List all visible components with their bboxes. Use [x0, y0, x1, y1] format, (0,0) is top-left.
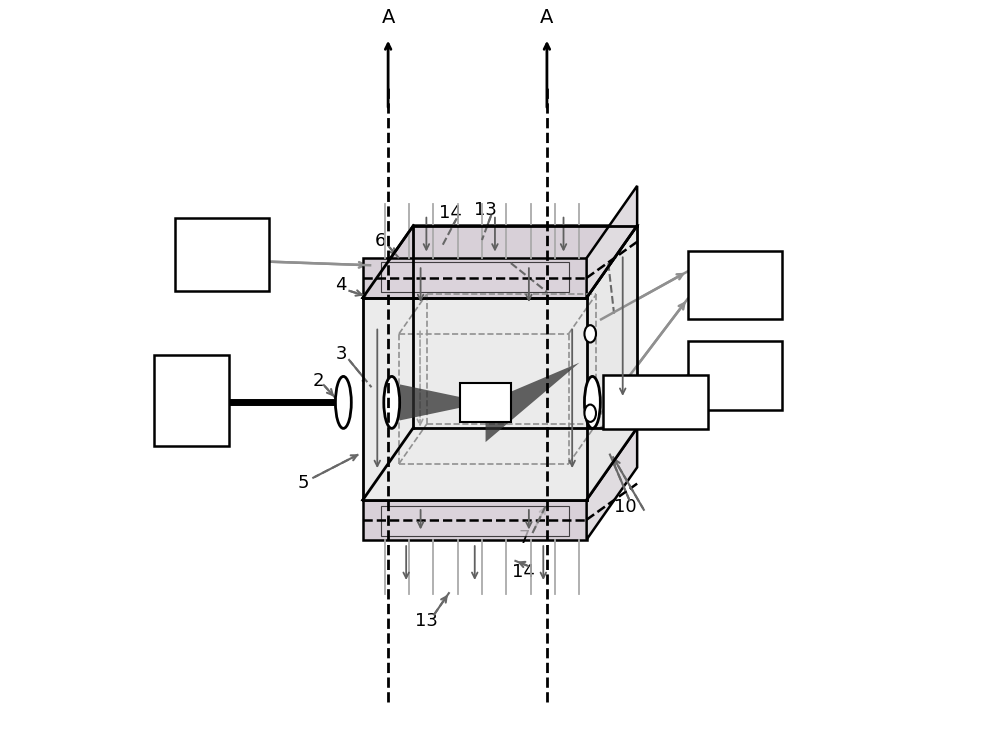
- Text: 5: 5: [298, 473, 309, 492]
- Bar: [154, 356, 229, 445]
- Polygon shape: [363, 500, 587, 539]
- Text: 8: 8: [498, 250, 509, 268]
- Polygon shape: [381, 262, 569, 292]
- Ellipse shape: [384, 376, 400, 429]
- Bar: [175, 218, 269, 290]
- Text: 6: 6: [374, 232, 386, 250]
- Text: 10: 10: [614, 498, 636, 516]
- Text: A: A: [381, 8, 395, 27]
- Bar: [603, 376, 708, 429]
- Text: 3: 3: [335, 345, 347, 363]
- Text: 13: 13: [474, 201, 497, 219]
- Text: 1: 1: [185, 391, 198, 410]
- Text: 14: 14: [439, 204, 462, 222]
- Text: 4: 4: [335, 276, 347, 295]
- Polygon shape: [486, 362, 579, 442]
- Ellipse shape: [584, 376, 600, 429]
- Text: 15: 15: [210, 245, 235, 264]
- Ellipse shape: [584, 404, 596, 422]
- Ellipse shape: [584, 325, 596, 343]
- Text: A: A: [540, 8, 554, 27]
- Polygon shape: [363, 226, 637, 298]
- Polygon shape: [587, 428, 637, 539]
- Bar: [688, 251, 782, 320]
- Polygon shape: [363, 428, 637, 500]
- Polygon shape: [587, 226, 637, 500]
- Text: 7: 7: [519, 529, 530, 547]
- Polygon shape: [587, 186, 637, 298]
- Polygon shape: [381, 506, 569, 536]
- Text: 9: 9: [595, 249, 607, 267]
- Polygon shape: [363, 298, 587, 500]
- Text: 14: 14: [512, 563, 535, 581]
- Polygon shape: [400, 384, 486, 420]
- Text: 2: 2: [312, 372, 324, 390]
- Bar: [460, 382, 511, 422]
- Text: 11: 11: [722, 276, 747, 295]
- Bar: [688, 341, 782, 409]
- Text: 13: 13: [415, 612, 438, 630]
- Ellipse shape: [335, 376, 351, 429]
- Text: 12: 12: [722, 366, 747, 385]
- Polygon shape: [363, 258, 587, 298]
